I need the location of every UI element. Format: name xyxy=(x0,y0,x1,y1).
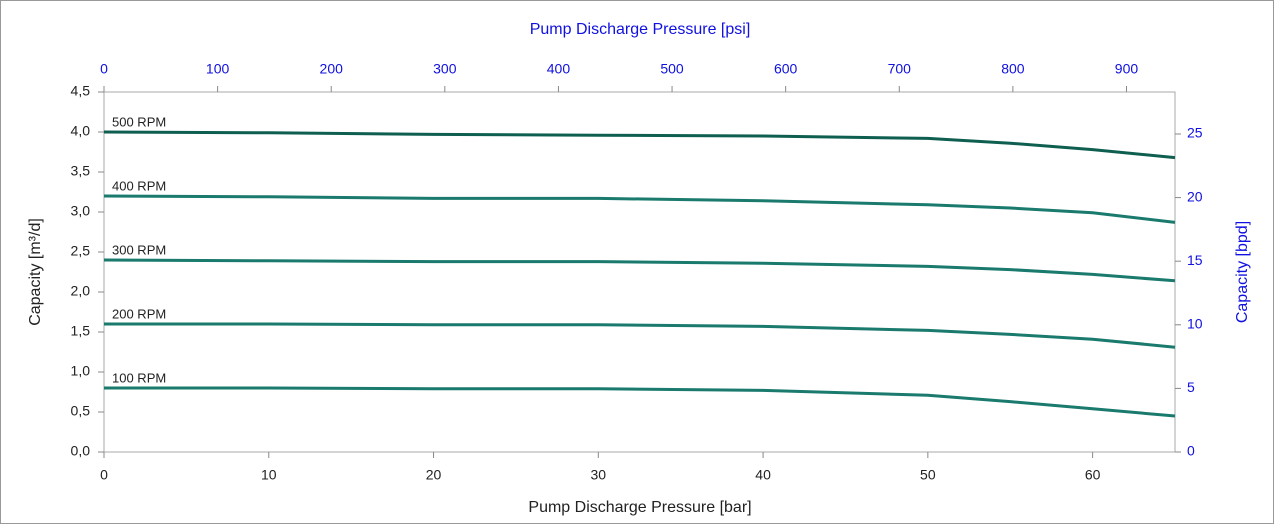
x2-tick-label: 600 xyxy=(774,61,798,77)
y-tick-label: 1,5 xyxy=(71,323,91,339)
x-tick-label: 20 xyxy=(426,467,442,483)
series-line xyxy=(104,386,1176,418)
x2-tick-label: 300 xyxy=(433,61,457,77)
y-tick-label: 4,5 xyxy=(71,83,91,99)
series-label: 200 RPM xyxy=(112,306,166,321)
y2-tick-label: 20 xyxy=(1187,188,1203,204)
y-axis-title: Capacity [m³/d] xyxy=(27,218,44,326)
x-tick-label: 30 xyxy=(591,467,607,483)
series-label: 400 RPM xyxy=(112,178,166,193)
x-tick-label: 50 xyxy=(920,467,936,483)
x2-tick-label: 400 xyxy=(547,61,571,77)
y-tick-label: 1,0 xyxy=(71,363,91,379)
x2-tick-label: 700 xyxy=(888,61,912,77)
x2-tick-label: 100 xyxy=(206,61,230,77)
y-tick-label: 0,5 xyxy=(71,403,91,419)
x-tick-label: 0 xyxy=(100,467,108,483)
x-tick-label: 40 xyxy=(755,467,771,483)
y-tick-label: 0,0 xyxy=(71,443,91,459)
y2-tick-label: 25 xyxy=(1187,125,1203,141)
series-line xyxy=(103,258,1176,283)
plot-area xyxy=(103,91,1176,453)
y2-tick-label: 15 xyxy=(1187,252,1203,268)
y-tick-label: 4,0 xyxy=(71,123,91,139)
y-tick-label: 3,0 xyxy=(71,203,91,219)
series-line xyxy=(103,130,1176,160)
y-tick-label: 3,5 xyxy=(71,163,91,179)
y2-tick-label: 10 xyxy=(1187,315,1203,331)
y2-tick-label: 0 xyxy=(1187,443,1195,459)
x2-tick-label: 0 xyxy=(100,61,108,77)
y-tick-label: 2,5 xyxy=(71,243,91,259)
series-label: 300 RPM xyxy=(112,242,166,257)
x-axis-title: Pump Discharge Pressure [bar] xyxy=(528,499,751,516)
x2-tick-label: 800 xyxy=(1001,61,1025,77)
series-label: 100 RPM xyxy=(112,370,166,385)
y2-tick-label: 5 xyxy=(1187,379,1195,395)
y2-axis-title: Capacity [bpd] xyxy=(1234,221,1251,323)
x2-tick-label: 500 xyxy=(660,61,684,77)
y-tick-label: 2,0 xyxy=(71,283,91,299)
series-label: 500 RPM xyxy=(112,114,166,129)
series-line xyxy=(104,322,1176,349)
x2-axis-title: Pump Discharge Pressure [psi] xyxy=(530,21,751,38)
x2-tick-label: 200 xyxy=(320,61,344,77)
series-line xyxy=(103,194,1176,224)
x2-tick-label: 900 xyxy=(1115,61,1139,77)
x-tick-label: 10 xyxy=(261,467,277,483)
x-tick-label: 60 xyxy=(1085,467,1101,483)
